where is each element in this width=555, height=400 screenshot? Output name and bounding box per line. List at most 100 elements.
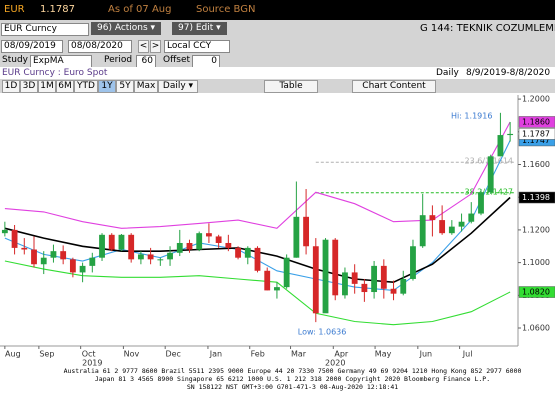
candle-body [157, 259, 164, 261]
security-input[interactable]: EUR Curncy [1, 23, 89, 36]
value-box [518, 116, 555, 128]
as-of: As of 07 Aug [108, 4, 172, 15]
candle-body [69, 259, 76, 273]
value-box-label: 1.1398 [522, 193, 550, 202]
value-box-label: 1.1860 [522, 117, 550, 126]
candle-body [351, 272, 358, 284]
currency-select[interactable]: Local CCY [164, 40, 230, 53]
range-button[interactable]: Table [264, 80, 318, 93]
high-label: Hi: 1.1916 [451, 111, 492, 120]
x-group-label: 2020 [325, 359, 345, 368]
y-tick-label: 1.1200 [522, 225, 550, 234]
x-tick-label: Oct [82, 350, 96, 359]
candle-body [458, 221, 465, 227]
candle-body [254, 247, 261, 271]
description: EUR Curncy : Euro Spot [2, 68, 108, 78]
candle-body [468, 213, 475, 222]
candle-body [128, 234, 135, 260]
range-button[interactable]: 1Y [98, 80, 116, 93]
candle-body [40, 257, 47, 265]
candle-body [186, 242, 193, 250]
footer-line: Japan 81 3 4565 8900 Singapore 65 6212 1… [94, 375, 491, 383]
edit-menu[interactable]: 97) Edit ▾ [172, 22, 227, 35]
candle-body [31, 249, 37, 265]
indicator-line [4, 260, 511, 326]
range-button[interactable]: Max [134, 80, 158, 93]
candle-body [225, 242, 232, 248]
x-tick-label: Mar [291, 350, 307, 359]
candle-body [274, 287, 280, 291]
candle-body [439, 220, 446, 234]
candle-body [390, 288, 397, 294]
toolbar: EUR Curncy 96) Actions ▾ 97) Edit ▾ G 14… [0, 20, 555, 93]
value-box-label: 1.1787 [522, 129, 550, 138]
candle-body [21, 247, 28, 250]
actions-menu[interactable]: 96) Actions ▾ [91, 22, 162, 35]
footer-line: SN 158122 NST GMT+3:00 G701-471-3 08-Aug… [186, 383, 399, 391]
y-tick-label: 1.2000 [522, 95, 550, 104]
x-group-label: 2019 [82, 359, 102, 368]
candle-body [167, 252, 173, 260]
x-tick-label: Dec [165, 350, 180, 359]
period-label: Period [104, 55, 133, 65]
candle-body [478, 192, 484, 214]
candle-body [137, 254, 144, 260]
range-button[interactable]: YTD [74, 80, 98, 93]
y-tick-label: 1.1600 [522, 160, 550, 169]
range-button[interactable]: Chart Content [352, 80, 436, 93]
study-label: Study [2, 55, 28, 65]
range-button[interactable]: Daily ▾ [158, 80, 198, 93]
button-bar: 1D 3D 1M 6M YTD 1Y 5Y Max Daily ▾ Table Chart Cont… [0, 80, 555, 93]
chart: 1.20001.18001.16001.14001.12001.10001.08… [0, 95, 555, 368]
candle-body [371, 265, 378, 293]
x-tick-label: Aug [5, 350, 21, 359]
frequency: Daily [436, 68, 459, 78]
candle-body [99, 234, 105, 258]
candle-body [342, 272, 348, 296]
period-input[interactable]: 60 [136, 55, 156, 68]
x-tick-label: May [375, 350, 392, 359]
value-box [518, 191, 555, 204]
value-box [518, 128, 555, 140]
x-tick-label: Jul [462, 350, 473, 359]
candle-body [89, 257, 96, 266]
candle-body [264, 270, 271, 291]
value-box-label: 1.0820 [522, 288, 550, 297]
range-button[interactable]: 5Y [116, 80, 134, 93]
candle-body [283, 257, 290, 288]
source: Source BGN [196, 4, 256, 15]
candle-body [487, 156, 494, 193]
candle-body [332, 239, 339, 296]
page-title: G 144: TEKNIK COZUMLEME-W1 [420, 23, 555, 34]
footer-line: Australia 61 2 9777 8600 Brazil 5511 239… [63, 367, 522, 375]
footer: Australia 61 2 9777 8600 Brazil 5511 239… [30, 367, 555, 391]
candle-body [244, 247, 251, 258]
candle-body [312, 246, 319, 314]
candle-body [410, 246, 416, 279]
candle-body [79, 265, 86, 273]
range-button[interactable]: 3D [20, 80, 38, 93]
low-label: Low: 1.0636 [298, 328, 347, 337]
candle-body [448, 226, 455, 234]
candle-body [419, 215, 426, 247]
end-date[interactable]: 08/08/2020 [68, 40, 132, 53]
y-tick-label: 1.0600 [522, 324, 550, 333]
candle-body [507, 133, 514, 136]
start-date[interactable]: 08/09/2019 [1, 40, 63, 53]
value-box-label: 1.1747 [522, 136, 550, 145]
indicator-line [4, 121, 511, 229]
range-button[interactable]: 6M [56, 80, 74, 93]
x-tick-label: Feb [251, 350, 265, 359]
range-button[interactable]: 1D [2, 80, 20, 93]
candle-body [176, 242, 183, 253]
candle-body [429, 215, 436, 221]
header-bar: EUR 1.1787 As of 07 Aug Source BGN [0, 0, 555, 20]
next-arrow[interactable]: > [150, 40, 161, 53]
info-row [0, 67, 555, 79]
candle-body [400, 278, 407, 294]
ticker: EUR [4, 4, 25, 15]
range-button[interactable]: 1M [38, 80, 56, 93]
candle-body [235, 247, 241, 258]
prev-arrow[interactable]: < [138, 40, 149, 53]
candle-body [322, 239, 329, 314]
